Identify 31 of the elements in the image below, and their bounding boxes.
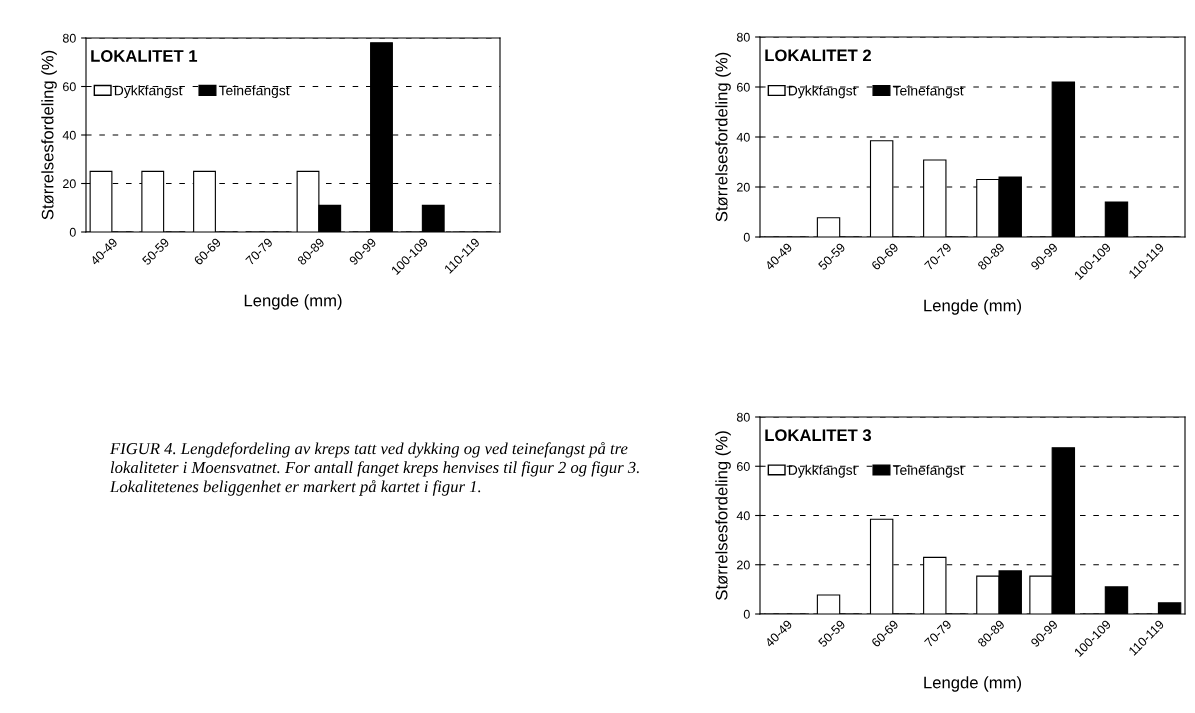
legend-label: Teinefangst (892, 85, 964, 99)
legend-label: Dykkfangst (114, 85, 183, 99)
y-tick-label: 40 (736, 511, 750, 521)
y-tick-label: 60 (737, 82, 750, 92)
x-axis-title: Lengde (mm) (924, 299, 1022, 315)
text: FIGUR 4. Lengdefordeling av kreps tatt ved dykking og ved teinefangst på tre lokaliteter i Moensvatnet. For antall fanget kreps henvises til figur 2 og figur 3. Lokalitetenes beliggenhet er markert på kartet i figur 1. (109, 442, 639, 496)
y-tick-label: 20 (737, 182, 750, 192)
legend-label: Dykkfangst (788, 464, 857, 478)
y-tick-label: 0 (743, 232, 750, 242)
y-axis-title: Størrelsesfordeling (%) (715, 52, 731, 222)
text: LOKALITET 2 (765, 49, 871, 62)
legend-label: Dykkfangst (788, 85, 857, 99)
legend-label: Teinefangst (218, 85, 290, 99)
y-tick-label: 20 (737, 560, 750, 570)
text: LOKALITET 3 (765, 429, 872, 442)
x-axis-title: Lengde (mm) (244, 294, 342, 310)
y-tick-label: 0 (69, 227, 76, 237)
y-tick-label: 40 (62, 130, 76, 140)
y-tick-label: 60 (63, 82, 76, 92)
y-axis-title: Størrelsesfordeling (%) (41, 50, 57, 220)
y-tick-label: 60 (737, 462, 750, 471)
text: LOKALITET 1 (91, 50, 198, 62)
legend-label: Teinefangst (892, 464, 964, 478)
y-tick-label: 80 (62, 33, 76, 43)
y-tick-label: 40 (736, 132, 750, 142)
y-tick-label: 20 (63, 179, 76, 189)
x-axis-title: Lengde (mm) (924, 676, 1022, 692)
y-tick-label: 80 (736, 412, 750, 422)
y-axis-title: Størrelsesfordeling (%) (715, 431, 731, 600)
y-tick-label: 80 (736, 32, 750, 42)
y-tick-label: 0 (743, 609, 750, 619)
